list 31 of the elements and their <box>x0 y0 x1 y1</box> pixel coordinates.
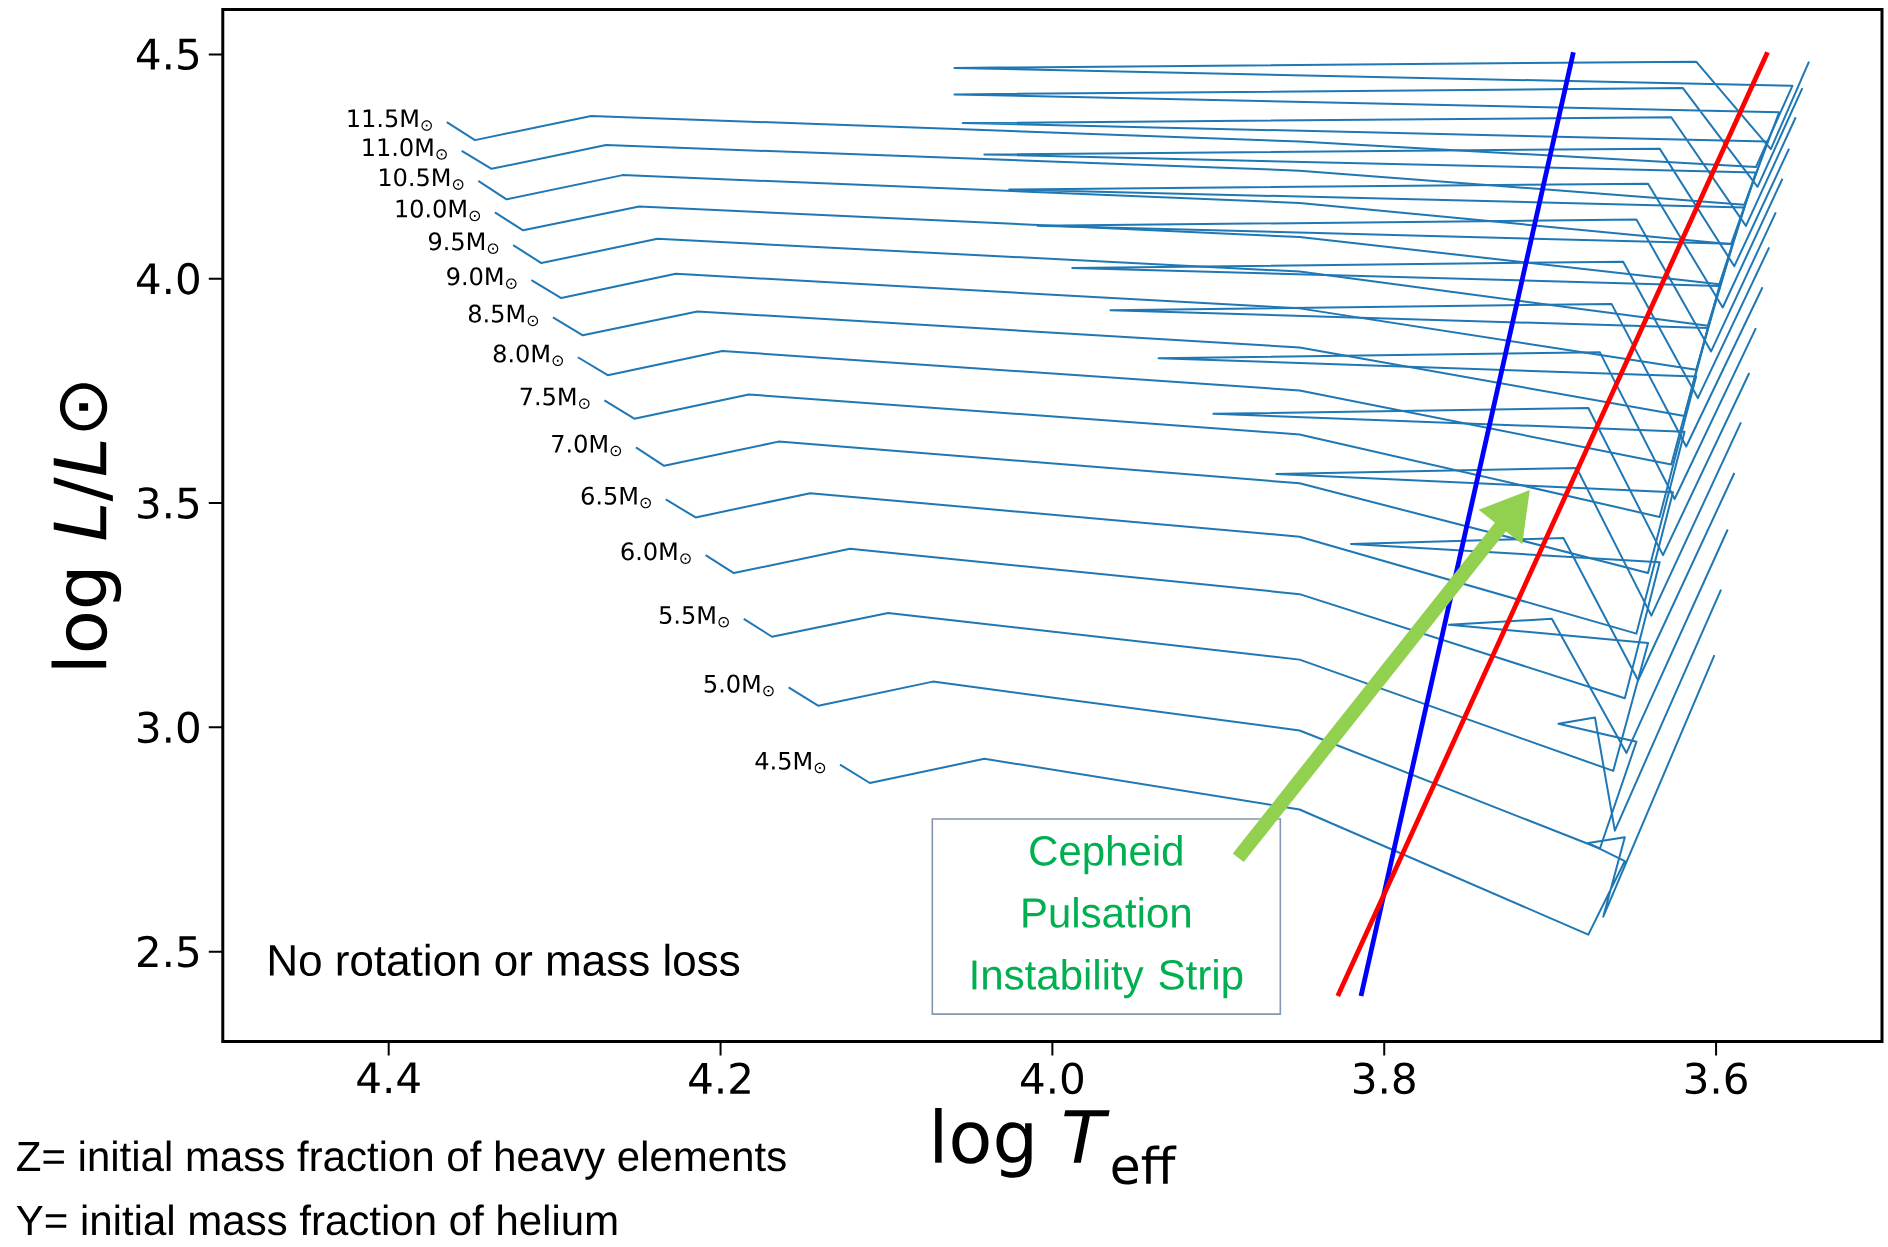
series-label: 4.5M$_{⊙}$ <box>755 751 826 774</box>
text: Y= initial mass fraction of helium <box>16 1204 617 1236</box>
annotation: Cepheid Pulsation Instability Strip <box>972 834 1243 999</box>
annotation: No rotation or mass loss <box>269 943 740 977</box>
series-label: 9.0M$_{⊙}$ <box>447 267 517 289</box>
series-label: 11.5M$_{⊙}$ <box>348 109 432 131</box>
x-tick-label: 4.0 <box>1021 1062 1083 1095</box>
y-axis-title: log L/L⊙ <box>51 383 122 668</box>
x-tick-label: 3.8 <box>1354 1062 1415 1095</box>
series-label: 7.5M$_{⊙}$ <box>520 387 590 409</box>
series-label: 6.0M$_{⊙}$ <box>621 542 691 564</box>
x-tick-label: 3.6 <box>1685 1062 1747 1095</box>
y-tick-label: 2.5 <box>137 935 199 968</box>
series-label: 9.5M$_{⊙}$ <box>428 232 499 254</box>
series-label: 10.0M$_{⊙}$ <box>396 199 481 222</box>
y-tick-label: 3.5 <box>138 487 199 519</box>
series-label: 8.0M$_{⊙}$ <box>493 344 563 367</box>
text: Z= initial mass fraction of heavy elements <box>17 1140 786 1180</box>
series-label: 8.5M$_{⊙}$ <box>468 304 539 327</box>
series-label: 5.0M$_{⊙}$ <box>704 674 774 697</box>
series-label: 10.5M$_{⊙}$ <box>379 168 464 190</box>
y-tick-label: 4.5 <box>136 38 199 71</box>
x-tick-label: 4.4 <box>357 1062 420 1094</box>
series-label: 11.0M$_{⊙}$ <box>363 138 447 160</box>
series-label: 5.5M$_{⊙}$ <box>659 606 729 628</box>
series-label: 7.0M$_{⊙}$ <box>552 434 622 457</box>
x-axis-title: log T$_{eff}$ <box>935 1107 1177 1185</box>
x-tick-label: 4.2 <box>689 1062 750 1094</box>
y-tick-label: 4.0 <box>136 262 199 295</box>
series-label: 6.5M$_{⊙}$ <box>581 486 651 509</box>
y-tick-label: 3.0 <box>138 711 199 744</box>
